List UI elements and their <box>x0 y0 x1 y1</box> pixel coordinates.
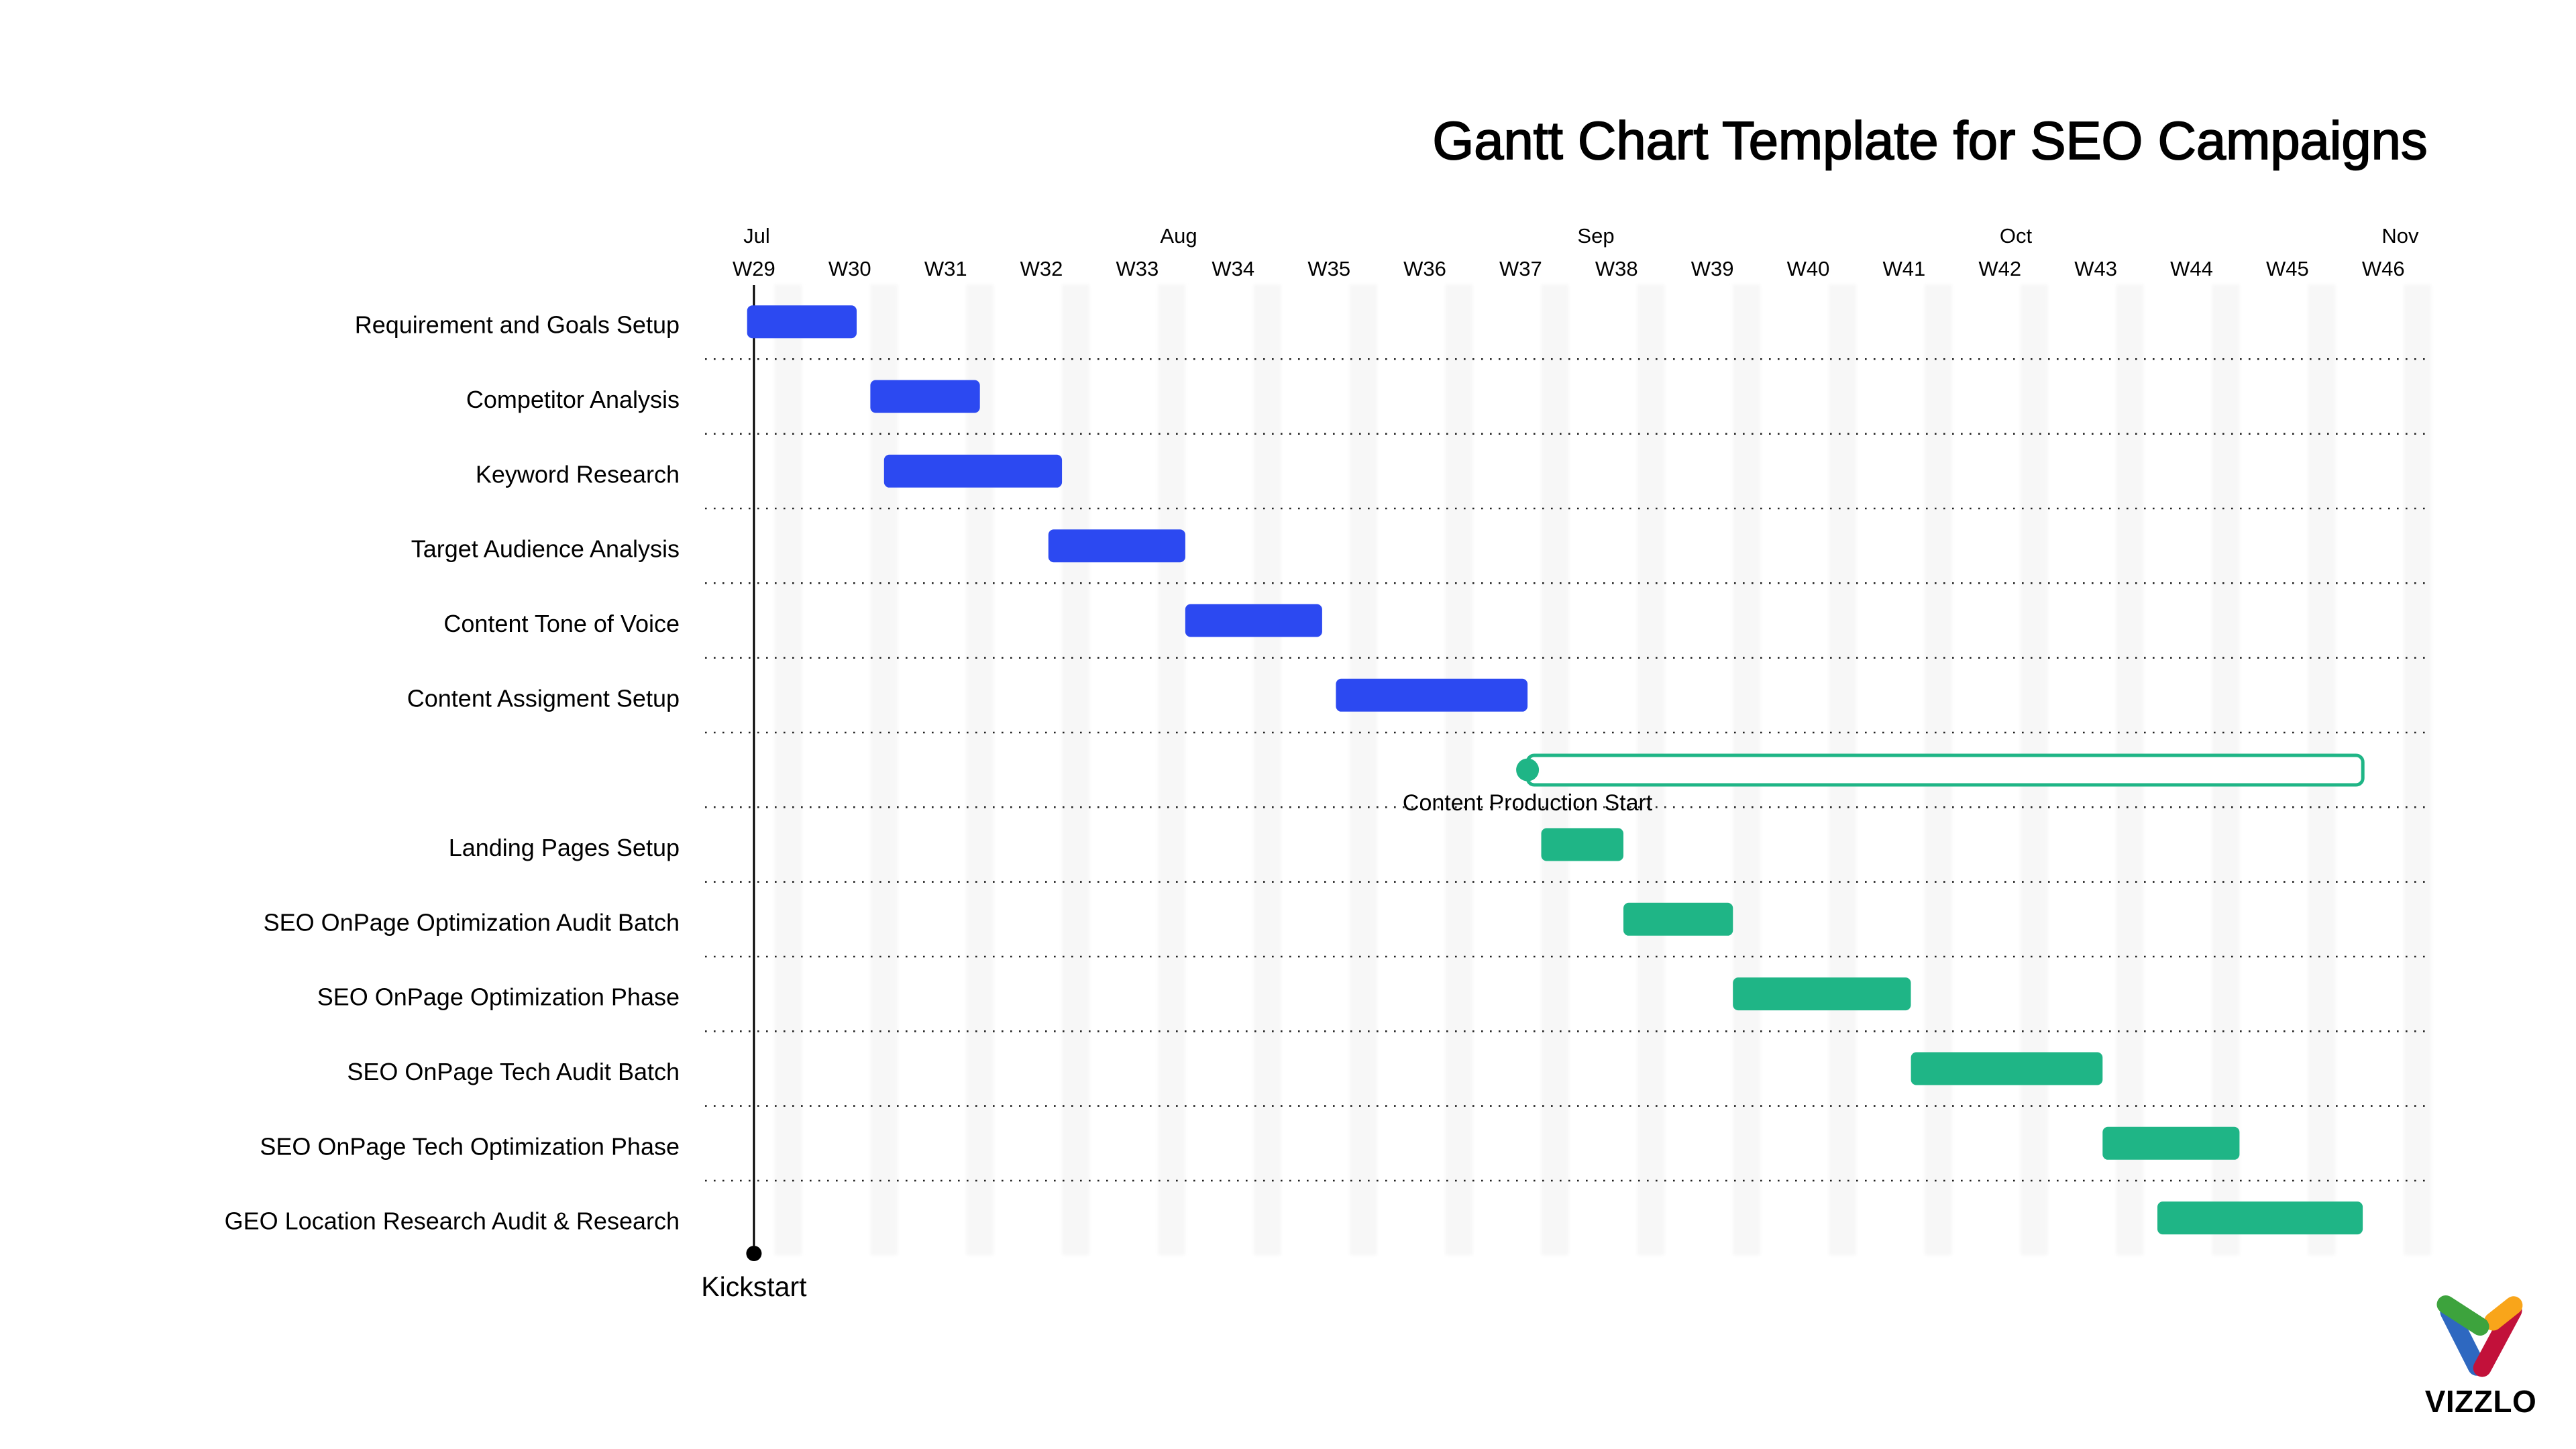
svg-text:Aug: Aug <box>1160 224 1197 248</box>
svg-text:Nov: Nov <box>2381 224 2419 248</box>
svg-text:Competitor Analysis: Competitor Analysis <box>466 386 680 413</box>
svg-text:W40: W40 <box>1787 257 1830 280</box>
svg-text:W31: W31 <box>924 257 967 280</box>
svg-text:Content Tone of Voice: Content Tone of Voice <box>443 610 680 637</box>
svg-text:W29: W29 <box>733 257 775 280</box>
svg-text:SEO OnPage Optimization Audit: SEO OnPage Optimization Audit Batch <box>264 908 680 936</box>
svg-text:W33: W33 <box>1116 257 1159 280</box>
svg-text:W36: W36 <box>1403 257 1446 280</box>
svg-text:Requirement and Goals Setup: Requirement and Goals Setup <box>355 311 680 339</box>
svg-text:Kickstart: Kickstart <box>701 1271 807 1302</box>
svg-text:W42: W42 <box>1978 257 2021 280</box>
svg-text:W38: W38 <box>1595 257 1638 280</box>
svg-text:W30: W30 <box>828 257 871 280</box>
svg-text:W35: W35 <box>1307 257 1350 280</box>
svg-text:W34: W34 <box>1212 257 1254 280</box>
svg-text:W41: W41 <box>1883 257 1926 280</box>
svg-text:W32: W32 <box>1020 257 1063 280</box>
svg-text:Landing Pages Setup: Landing Pages Setup <box>449 834 680 861</box>
svg-text:Target Audience Analysis: Target Audience Analysis <box>411 535 680 563</box>
svg-text:SEO OnPage Tech Optimization P: SEO OnPage Tech Optimization Phase <box>260 1132 680 1160</box>
svg-text:Sep: Sep <box>1577 224 1614 248</box>
svg-text:W39: W39 <box>1691 257 1734 280</box>
svg-text:SEO OnPage Tech Audit Batch: SEO OnPage Tech Audit Batch <box>347 1058 680 1085</box>
svg-text:Content Production Start: Content Production Start <box>1403 790 1653 816</box>
svg-text:Content Assigment Setup: Content Assigment Setup <box>407 684 680 712</box>
svg-text:Jul: Jul <box>743 224 770 248</box>
svg-text:W45: W45 <box>2266 257 2309 280</box>
svg-text:VIZZLO: VIZZLO <box>2425 1384 2537 1419</box>
svg-text:W43: W43 <box>2074 257 2117 280</box>
svg-text:Gantt Chart Template for SEO C: Gantt Chart Template for SEO Campaigns <box>1432 111 2427 170</box>
svg-text:Oct: Oct <box>2000 224 2033 248</box>
svg-text:GEO Location Research Audit &: GEO Location Research Audit & Research <box>225 1208 680 1235</box>
svg-text:W37: W37 <box>1499 257 1542 280</box>
svg-text:Keyword Research: Keyword Research <box>476 460 680 488</box>
svg-text:SEO OnPage Optimization Phase: SEO OnPage Optimization Phase <box>317 983 680 1011</box>
svg-text:W44: W44 <box>2170 257 2213 280</box>
svg-text:W46: W46 <box>2362 257 2405 280</box>
